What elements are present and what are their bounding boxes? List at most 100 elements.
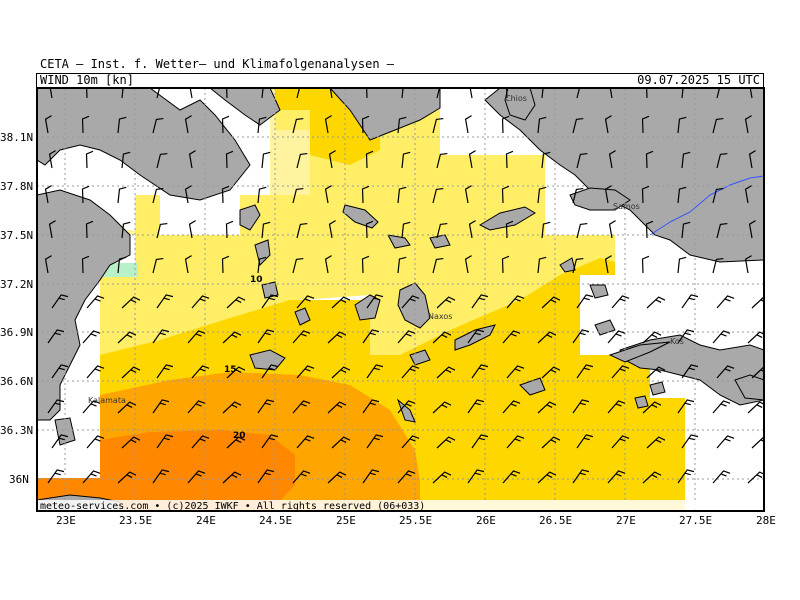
wind-barb [677,256,687,274]
wind-barb [361,115,370,134]
wind-barb [397,400,416,414]
wind-barb [677,116,687,134]
wind-barb [257,469,275,484]
latitude-axis: 38.1N 37.8N 37.5N 37.2N 36.9N 36.6N 36.3… [0,131,33,486]
wind-barb [362,469,380,484]
wind-barb [677,469,695,484]
kythnos [254,239,271,266]
wind-barb [49,88,53,99]
wind-barb [506,365,525,379]
wind-barb [541,296,561,309]
wind-barb [471,364,489,379]
valid-time: 09.07.2025 15 UTC [637,73,760,87]
wind-barb [744,185,752,204]
wind-barb [506,435,525,449]
wind-barb [292,470,311,484]
wind-barb [331,436,351,449]
place-label: Naxos [428,312,452,321]
wind-barb [188,220,196,239]
wind-barb [541,221,551,239]
wind-barb [541,436,561,449]
lon-tick-label: 24.5E [259,514,292,527]
wind-barb [225,220,234,239]
wind-barb [646,88,648,99]
wind-barb [572,257,584,274]
map-frame [36,87,765,512]
wind-barb [468,220,476,239]
wind-barb [501,255,510,274]
wind-barb [47,329,65,344]
wind-barb [716,152,728,169]
wind-barb [642,471,662,484]
wind-barb [331,296,351,309]
wind-barb [226,296,246,309]
wind-barb [44,115,52,134]
astypalea [519,377,546,396]
wind-barb [187,400,206,414]
wind-barb [85,150,94,169]
wind-barb [184,185,192,204]
wind-barb [191,365,210,379]
wind-barb [191,295,210,309]
wind-barb [401,221,411,239]
wind-barb [156,88,161,99]
wind-barb [329,88,333,99]
wind-barb [505,220,514,239]
wind-barb [467,469,485,484]
wind-barb [677,329,695,344]
wind-barb [572,329,590,344]
wind-barb [82,470,101,484]
samos [569,187,631,211]
wind-barb [152,469,170,484]
wind-barb [222,331,242,344]
wind-barb [188,150,196,169]
wind-barb [152,399,170,414]
wind-barb [226,366,246,379]
wind-barb [261,434,279,449]
wind-barb [716,295,735,309]
wind-barb [681,151,691,169]
wind-barb [502,330,521,344]
wind-barb [432,187,444,204]
lat-tick-label: 37.2N [0,278,33,291]
wind-barb [645,220,654,239]
wind-barb [261,88,264,99]
lat-tick-label: 36N [9,473,29,486]
wind-barb [222,471,242,484]
lon-tick-label: 25.5E [399,514,432,527]
wind-barb [604,255,612,274]
wind-barb [541,88,544,99]
wind-barb [257,399,275,414]
wind-barb [121,151,131,169]
wind-barb [86,365,105,379]
wind-barb [646,436,666,449]
wind-barb [81,115,90,134]
lon-tick-label: 26E [476,514,496,527]
lat-tick-label: 37.5N [0,229,33,242]
wind-barb [117,331,137,344]
lon-tick-label: 27.5E [679,514,712,527]
wind-barb [716,365,735,379]
wind-barb [609,88,613,99]
wind-barb [467,329,485,344]
wind-barb [464,115,472,134]
wind-barb [152,117,164,134]
place-label: Chios [505,94,527,103]
leros [589,284,609,299]
wind-barb [712,330,731,344]
wind-barb [117,471,137,484]
wind-barb [611,435,630,449]
wind-barb [397,470,416,484]
wind-barb [576,152,588,169]
lat-tick-label: 37.8N [0,180,33,193]
sifnos [294,307,311,326]
chart-title: CETA — Inst. f. Wetter— und Klimafolgena… [40,57,395,71]
wind-barb [537,331,557,344]
place-label: Kalamata [88,396,126,405]
wind-barb [296,152,308,169]
lat-tick-label: 36.9N [0,326,33,339]
wind-barb [607,330,626,344]
wind-barb [86,295,105,309]
amorgos [454,324,496,351]
